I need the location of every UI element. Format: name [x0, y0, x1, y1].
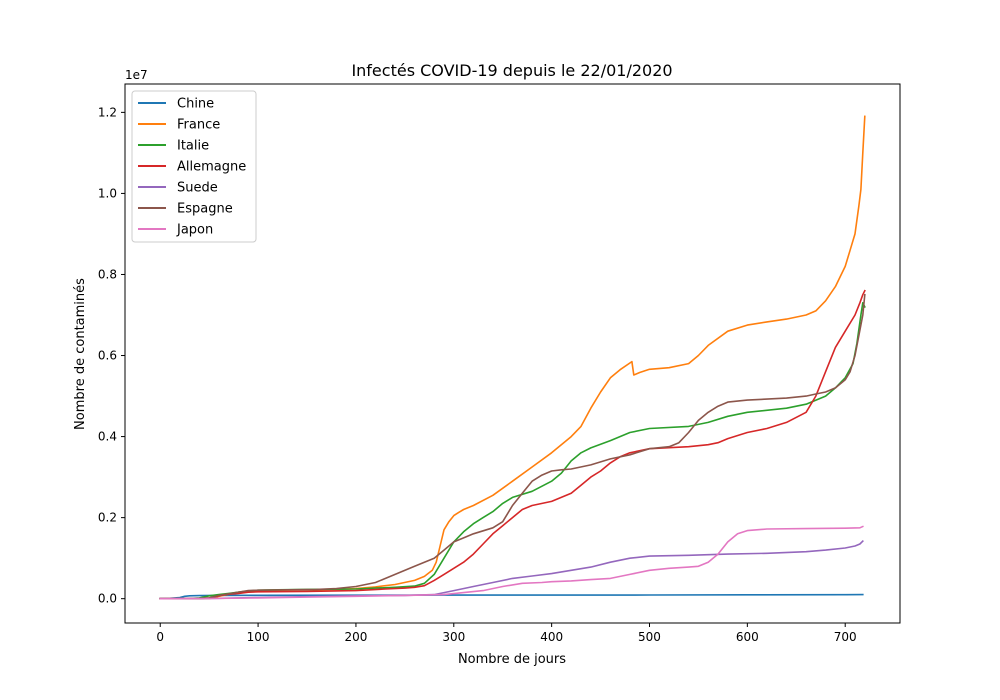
y-tick-label: 1.0 [98, 186, 117, 200]
x-tick-label: 700 [834, 630, 857, 644]
x-tick-label: 500 [638, 630, 661, 644]
ticks-layer: 0 100 200 300 400 500 600 700 0.0 0.2 0.4 0.6 0.8 1.0… [98, 105, 857, 644]
y-axis-label: Nombre de contaminés [73, 278, 88, 430]
legend-label-espagne: Espagne [177, 202, 233, 217]
legend-label-chine: Chine [177, 97, 214, 112]
series-line-chine [159, 593, 864, 600]
y-tick-label: 0.0 [98, 592, 117, 606]
plot-area-frame [124, 83, 901, 624]
series-layer [159, 115, 866, 600]
legend-box [131, 90, 257, 243]
y-tick-label: 0.4 [98, 430, 117, 444]
x-tick-label: 600 [736, 630, 759, 644]
series-line-allemagne [159, 289, 866, 600]
legend: Chine France Italie Allemagne Suede Espagne Ja… [131, 90, 257, 243]
x-tick-label: 300 [442, 630, 465, 644]
x-axis-label: Nombre de jours [458, 652, 566, 667]
x-tick-label: 0 [156, 630, 164, 644]
legend-label-france: France [177, 118, 220, 133]
legend-label-allemagne: Allemagne [177, 160, 246, 175]
y-tick-label: 0.8 [98, 267, 117, 281]
y-tick-label: 0.6 [98, 349, 117, 363]
x-tick-label: 200 [344, 630, 367, 644]
legend-label-japon: Japon [176, 223, 213, 238]
series-line-japon [159, 525, 864, 600]
x-tick-label: 400 [540, 630, 563, 644]
x-tick-label: 100 [247, 630, 270, 644]
y-axis-offset-label: 1e7 [125, 68, 148, 82]
chart-title: Infectés COVID-19 depuis le 22/01/2020 [351, 61, 672, 80]
legend-label-italie: Italie [177, 139, 209, 154]
series-line-espagne [159, 293, 866, 600]
y-tick-label: 0.2 [98, 511, 117, 525]
legend-label-suede: Suede [177, 181, 218, 196]
y-tick-label: 1.2 [98, 105, 117, 119]
